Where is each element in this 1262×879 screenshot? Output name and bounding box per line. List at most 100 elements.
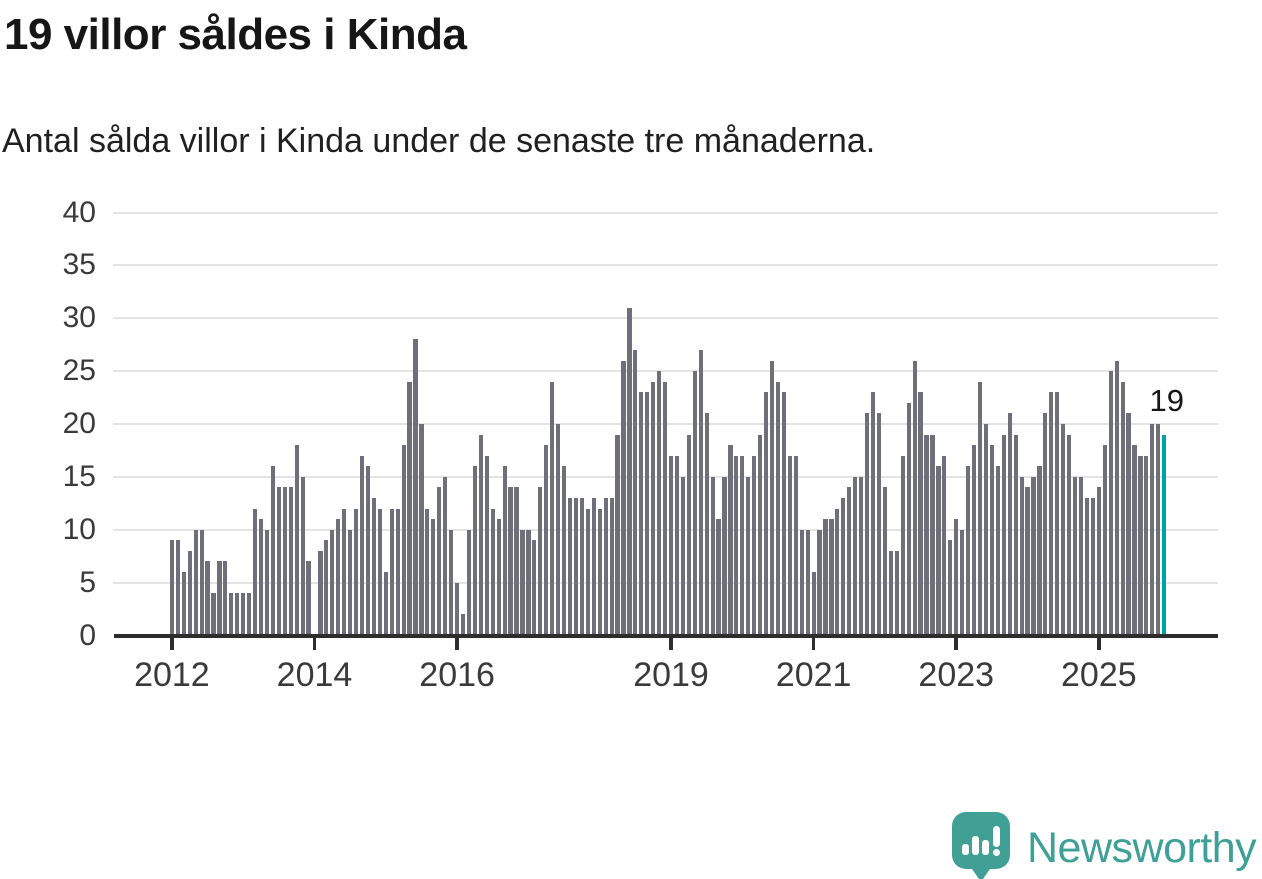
gridline <box>113 264 1218 266</box>
bar <box>782 392 786 635</box>
bar <box>853 477 857 636</box>
highlight-bar <box>1162 435 1166 636</box>
bar <box>485 456 489 636</box>
bar <box>835 509 839 636</box>
bar <box>259 519 263 635</box>
bar <box>514 487 518 635</box>
bar <box>491 509 495 636</box>
bar <box>592 498 596 635</box>
bar <box>396 509 400 636</box>
bar <box>503 466 507 635</box>
bar <box>788 456 792 636</box>
logo-exclamation-dot-icon <box>993 849 1000 856</box>
bar <box>1067 435 1071 636</box>
bar <box>342 509 346 636</box>
bar <box>194 530 198 636</box>
bar <box>907 403 911 636</box>
bar <box>800 530 804 636</box>
bar <box>1091 498 1095 635</box>
bar <box>277 487 281 635</box>
bar <box>740 456 744 636</box>
x-axis-tick-label: 2012 <box>112 656 232 695</box>
bar <box>657 371 661 635</box>
x-axis-tick-label: 2014 <box>255 656 375 695</box>
bar <box>663 382 667 636</box>
bar <box>966 466 970 635</box>
bar <box>794 456 798 636</box>
bar <box>443 477 447 636</box>
bar <box>746 477 750 636</box>
bar <box>889 551 893 636</box>
bar <box>687 435 691 636</box>
bar <box>348 530 352 636</box>
bar <box>883 487 887 635</box>
bar <box>413 339 417 635</box>
x-axis-tick <box>669 637 673 650</box>
bar <box>1049 392 1053 635</box>
bar <box>295 445 299 635</box>
bar <box>1055 392 1059 635</box>
bar <box>223 561 227 635</box>
x-axis-tick <box>170 637 174 650</box>
bar <box>978 382 982 636</box>
bar <box>895 551 899 636</box>
bar <box>1150 424 1154 636</box>
bar <box>865 413 869 635</box>
bar <box>1079 477 1083 636</box>
bar <box>918 392 922 635</box>
bar <box>996 466 1000 635</box>
bar <box>651 382 655 636</box>
logo-bar-icon <box>972 836 979 855</box>
y-axis-tick-label: 0 <box>6 621 96 651</box>
bar <box>200 530 204 636</box>
bar <box>871 392 875 635</box>
newsworthy-logo-icon <box>952 812 1010 869</box>
bar <box>627 308 631 636</box>
brand-name: Newsworthy <box>1027 824 1256 873</box>
bar <box>217 561 221 635</box>
bar <box>318 551 322 636</box>
bar <box>449 530 453 636</box>
bar <box>1126 413 1130 635</box>
y-axis-tick-label: 15 <box>6 462 96 492</box>
bar <box>544 445 548 635</box>
bar <box>639 392 643 635</box>
bar <box>806 530 810 636</box>
bar <box>972 445 976 635</box>
bar <box>699 350 703 636</box>
gridline <box>113 212 1218 214</box>
bar <box>568 498 572 635</box>
x-axis-line <box>114 634 1218 638</box>
bar <box>598 509 602 636</box>
x-axis-tick-label: 2023 <box>896 656 1016 695</box>
bar <box>586 509 590 636</box>
bar <box>847 487 851 635</box>
y-axis-tick-label: 20 <box>6 409 96 439</box>
bar <box>289 487 293 635</box>
bar <box>615 435 619 636</box>
bar <box>425 509 429 636</box>
bar <box>829 519 833 635</box>
bar <box>770 361 774 636</box>
y-axis-tick-label: 30 <box>6 303 96 333</box>
bar <box>253 509 257 636</box>
bar <box>467 530 471 636</box>
bar <box>942 456 946 636</box>
bar <box>645 392 649 635</box>
bar <box>633 350 637 636</box>
bar <box>241 593 245 635</box>
bar <box>948 540 952 635</box>
speech-bubble-tail <box>970 866 992 879</box>
bar <box>764 392 768 635</box>
bar <box>1031 477 1035 636</box>
bar <box>728 445 732 635</box>
logo-bar-icon <box>962 844 969 855</box>
bar <box>877 413 881 635</box>
last-value-label: 19 <box>1104 383 1184 419</box>
bar <box>479 435 483 636</box>
bar <box>508 487 512 635</box>
bar <box>752 456 756 636</box>
bar <box>301 477 305 636</box>
bar <box>711 477 715 636</box>
x-axis-tick <box>313 637 317 650</box>
